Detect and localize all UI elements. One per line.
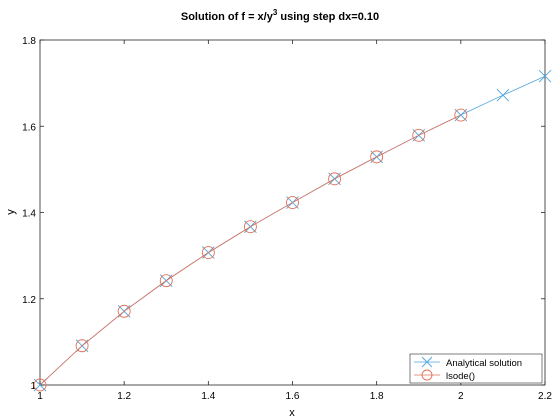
x-marker [496,88,510,102]
circle-marker [33,378,47,392]
circle-marker [286,196,299,210]
x-tick-label: 1 [37,391,43,402]
x-tick-label: 1.4 [201,391,215,402]
circle-marker [412,128,426,142]
axis-tick-labels: 1 1.2 1.4 1.6 1.8 2 2.2 1 1.2 1.4 1.6 1.8 [22,36,552,402]
chart-title: Solution of f = x/y3 using step dx=0.10 [181,8,379,23]
plot-area [39,39,546,386]
x-tick-label: 2.2 [538,391,552,402]
x-tick-label: 1.8 [370,391,384,402]
x-marker [538,69,552,83]
circle-marker [328,172,342,186]
x-axis-label: x [289,407,295,419]
y-tick-label: 1 [30,381,36,392]
circle-marker [75,339,89,353]
y-tick-label: 1.6 [22,122,36,133]
circle-marker [117,304,131,318]
y-tick-label: 1.2 [22,295,36,306]
circle-marker [243,220,257,234]
series-layer [33,69,552,392]
x-tick-label: 1.2 [117,391,131,402]
circle-marker [370,150,384,164]
legend-x-marker-icon [421,356,433,368]
x-tick-label: 2 [458,391,464,402]
y-tick-label: 1.8 [22,36,36,47]
circle-marker [201,246,215,260]
series-lsode [33,108,468,392]
legend-label-lsode: lsode() [446,371,475,382]
axis-ticks [39,39,546,386]
legend-circle-marker-icon [421,369,433,381]
circle-marker [454,108,468,122]
y-axis-label: y [5,209,17,215]
series-line [39,114,462,386]
legend-box [409,353,543,384]
x-tick-label: 1.6 [286,391,300,402]
legend-label-analytical: Analytical solution [446,358,522,369]
y-tick-label: 1.4 [22,209,36,220]
circle-marker [159,274,173,288]
legend: Analytical solution lsode() [409,353,543,384]
